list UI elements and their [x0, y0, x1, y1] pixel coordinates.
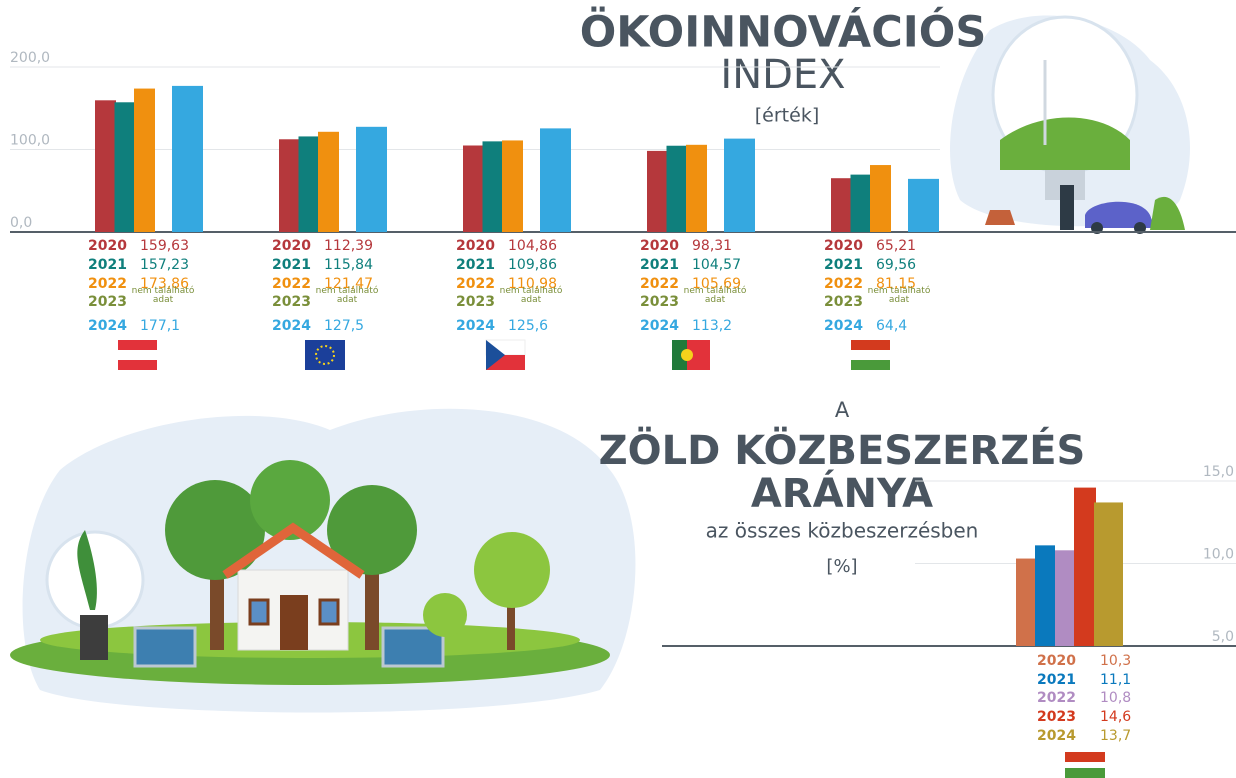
value-label: nem található adat: [495, 287, 567, 306]
bar: [1035, 545, 1055, 646]
legend-year: 2021: [435, 258, 495, 272]
chart-title: ARÁNYA: [751, 469, 933, 517]
value-label: 125,6: [508, 319, 548, 333]
legend-year: 2022: [803, 277, 863, 291]
x-tick-label: 2023: [1016, 710, 1076, 724]
legend-year: 2020: [803, 239, 863, 253]
bar: [172, 86, 203, 232]
bar: [1055, 550, 1075, 646]
y-tick-label: 0,0: [10, 215, 32, 231]
legend-year: 2024: [67, 319, 127, 333]
legend-year: 2024: [435, 319, 495, 333]
value-label: nem található adat: [679, 287, 751, 306]
bar: [851, 175, 872, 232]
x-tick-label: 2024: [1016, 729, 1076, 743]
chart-subtitle: INDEX: [720, 52, 845, 98]
value-label: 104,57: [692, 258, 741, 272]
bar: [134, 89, 155, 232]
legend-year: 2022: [251, 277, 311, 291]
y-tick-label: 15,0: [1203, 464, 1234, 480]
value-label: 13,7: [1100, 729, 1131, 743]
bar: [1094, 502, 1123, 646]
bar: [540, 128, 571, 232]
bar: [356, 127, 387, 232]
bar: [502, 140, 523, 232]
legend-year: 2024: [619, 319, 679, 333]
legend-year: 2021: [67, 258, 127, 272]
bar: [667, 146, 688, 232]
legend-year: 2024: [803, 319, 863, 333]
y-tick-label: 200,0: [10, 50, 50, 66]
value-label: 65,21: [876, 239, 916, 253]
value-label: 64,4: [876, 319, 907, 333]
bar: [95, 100, 116, 232]
legend-year: 2020: [67, 239, 127, 253]
value-label: 109,86: [508, 258, 557, 272]
value-label: nem található adat: [311, 287, 383, 306]
page: ÖKOINNOVÁCIÓS INDEX [érték] A ZÖLD KÖZBE…: [0, 0, 1236, 778]
value-label: 177,1: [140, 319, 180, 333]
value-label: 113,2: [692, 319, 732, 333]
bar: [483, 141, 504, 232]
chart-title: ÖKOINNOVÁCIÓS: [580, 7, 987, 58]
y-label: [érték]: [755, 105, 819, 127]
bar: [647, 151, 668, 232]
legend-year: 2023: [619, 295, 679, 309]
bar: [724, 139, 755, 232]
x-tick-label: 2021: [1016, 673, 1076, 687]
chart-title: ZÖLD KÖZBESZERZÉS: [599, 426, 1086, 474]
value-label: nem található adat: [863, 287, 935, 306]
legend-year: 2022: [67, 277, 127, 291]
y-label: [%]: [826, 556, 857, 577]
bar: [870, 165, 891, 232]
legend-year: 2023: [251, 295, 311, 309]
value-label: nem található adat: [127, 287, 199, 306]
bar: [279, 139, 300, 232]
x-tick-label: 2022: [1016, 691, 1076, 705]
value-label: 98,31: [692, 239, 732, 253]
y-tick-label: 100,0: [10, 133, 50, 149]
legend-year: 2023: [67, 295, 127, 309]
y-tick-label: 10,0: [1203, 547, 1234, 563]
legend-year: 2020: [251, 239, 311, 253]
bar: [115, 102, 136, 232]
value-label: 14,6: [1100, 710, 1131, 724]
value-label: 115,84: [324, 258, 373, 272]
value-label: 10,3: [1100, 654, 1131, 668]
legend-year: 2021: [251, 258, 311, 272]
value-label: 10,8: [1100, 691, 1131, 705]
bar: [318, 132, 339, 232]
legend-year: 2022: [435, 277, 495, 291]
value-label: 104,86: [508, 239, 557, 253]
bar: [1016, 559, 1036, 646]
legend-year: 2021: [619, 258, 679, 272]
value-label: 69,56: [876, 258, 916, 272]
legend-year: 2023: [803, 295, 863, 309]
legend-year: 2021: [803, 258, 863, 272]
chart-title: A: [835, 398, 850, 422]
bar: [1074, 488, 1096, 646]
bar: [831, 178, 852, 232]
value-label: 157,23: [140, 258, 189, 272]
bar: [686, 145, 707, 232]
legend-year: 2022: [619, 277, 679, 291]
value-label: 159,63: [140, 239, 189, 253]
bar: [463, 145, 484, 232]
y-tick-label: 5,0: [1212, 629, 1234, 645]
legend-year: 2024: [251, 319, 311, 333]
legend-year: 2020: [619, 239, 679, 253]
value-label: 127,5: [324, 319, 364, 333]
x-tick-label: 2020: [1016, 654, 1076, 668]
value-label: 11,1: [1100, 673, 1131, 687]
bar: [299, 136, 320, 232]
legend-year: 2020: [435, 239, 495, 253]
legend-year: 2023: [435, 295, 495, 309]
value-label: 112,39: [324, 239, 373, 253]
illustration-house: [10, 409, 635, 713]
bar: [908, 179, 939, 232]
chart-subtitle: az összes közbeszerzésben: [706, 519, 979, 543]
